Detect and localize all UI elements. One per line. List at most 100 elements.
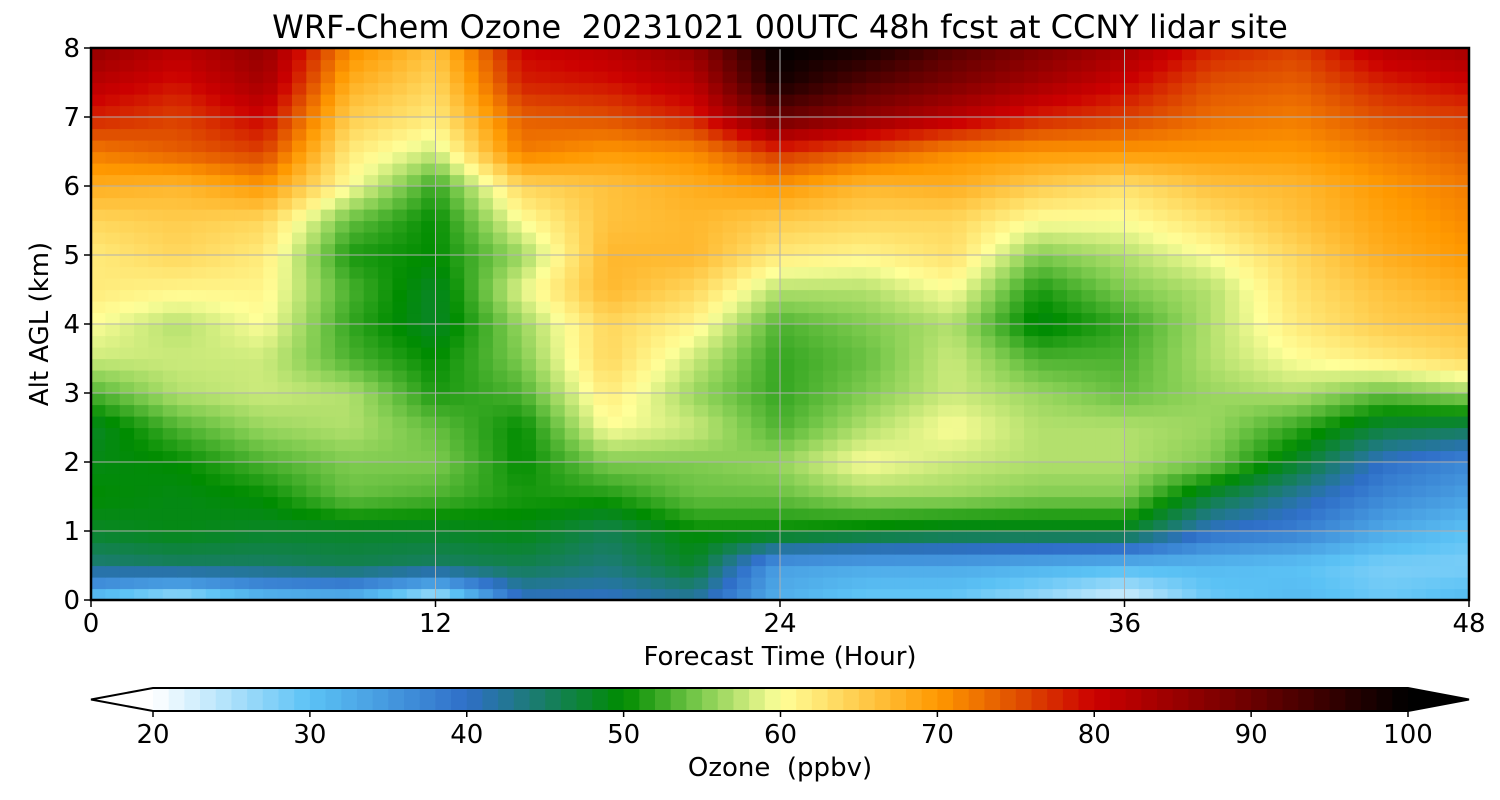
heatmap-cell [1253,416,1269,429]
heatmap-cell [880,427,896,440]
y-tick-label: 6 [63,172,80,202]
heatmap-cell [736,209,752,222]
heatmap-cell [736,519,752,532]
heatmap-cell [162,531,178,544]
heatmap-cell [1325,163,1341,176]
heatmap-cell [1339,427,1355,440]
heatmap-cell [622,588,638,600]
heatmap-cell [665,209,681,222]
heatmap-cell [1397,105,1413,118]
heatmap-cell [507,531,523,544]
heatmap-cell [1067,519,1083,532]
heatmap-cell [593,404,609,417]
heatmap-cell [421,117,437,130]
heatmap-cell [780,542,795,555]
heatmap-cell [607,289,623,302]
heatmap-cell [693,462,709,475]
heatmap-cell [492,289,508,302]
heatmap-cell [1081,278,1097,291]
heatmap-cell [650,531,666,544]
heatmap-cell [780,312,795,325]
heatmap-cell [521,335,537,348]
heatmap-cell [952,393,968,406]
colorbar-segment [733,688,750,711]
heatmap-cell [1067,358,1083,371]
heatmap-cell [980,255,996,268]
heatmap-cell [1354,554,1370,567]
colorbar-segment [592,688,609,711]
y-tick-label: 0 [63,586,80,616]
heatmap-cell [622,473,638,486]
heatmap-cell [1296,59,1312,72]
heatmap-cell [1067,577,1083,590]
heatmap-cell [579,381,594,394]
heatmap-cell [894,531,910,544]
heatmap-cell [119,427,135,440]
heatmap-cell [1210,128,1226,141]
heatmap-cell [392,82,408,95]
heatmap-cell [1081,82,1097,95]
heatmap-cell [320,347,336,360]
heatmap-cell [1239,128,1255,141]
heatmap-cell [1124,94,1140,107]
heatmap-cell [1224,324,1240,337]
y-tick-label: 2 [63,448,80,478]
heatmap-cell [1239,59,1255,72]
heatmap-cell [1382,358,1398,371]
heatmap-cell [1339,473,1355,486]
heatmap-cell [966,347,982,360]
heatmap-cell [478,197,494,210]
heatmap-cell [1196,117,1212,130]
heatmap-cell [1282,209,1298,222]
heatmap-cell [1253,358,1269,371]
heatmap-cell [1354,163,1370,176]
heatmap-cell [1052,71,1068,84]
heatmap-cell [866,82,882,95]
heatmap-cell [1411,324,1427,337]
heatmap-cell [392,197,408,210]
heatmap-cell [134,324,150,337]
colorbar-segment [1329,688,1346,711]
heatmap-cell [837,347,853,360]
heatmap-cell [535,105,551,118]
heatmap-cell [1440,531,1456,544]
heatmap-cell [980,588,996,600]
heatmap-cell [1052,473,1068,486]
heatmap-cell [421,496,437,509]
y-tick-label: 5 [63,241,80,271]
heatmap-cell [751,105,767,118]
heatmap-cell [535,416,551,429]
heatmap-cell [263,519,279,532]
heatmap-cell [780,404,795,417]
heatmap-cell [421,588,437,600]
heatmap-cell [1311,140,1327,153]
heatmap-cell [1110,186,1126,199]
heatmap-cell [1181,450,1197,463]
heatmap-cell [248,278,264,291]
heatmap-cell [794,427,810,440]
heatmap-cell [665,496,681,509]
heatmap-cell [693,427,709,440]
heatmap-cell [392,324,408,337]
heatmap-cell [952,508,968,521]
heatmap-cell [1167,381,1183,394]
heatmap-cell [1411,347,1427,360]
heatmap-cell [937,151,953,164]
heatmap-cell [866,462,882,475]
heatmap-cell [1210,370,1226,383]
heatmap-cell [1196,71,1212,84]
heatmap-cell [277,289,293,302]
heatmap-cell [1296,48,1312,61]
heatmap-cell [464,588,480,600]
heatmap-cell [91,450,106,463]
heatmap-cell [622,289,638,302]
heatmap-cell [392,347,408,360]
heatmap-cell [1397,278,1413,291]
heatmap-cell [1325,59,1341,72]
heatmap-cell [808,554,824,567]
heatmap-cell [1009,209,1025,222]
heatmap-cell [1067,439,1083,452]
heatmap-cell [550,71,566,84]
heatmap-cell [622,519,638,532]
heatmap-cell [1153,531,1169,544]
